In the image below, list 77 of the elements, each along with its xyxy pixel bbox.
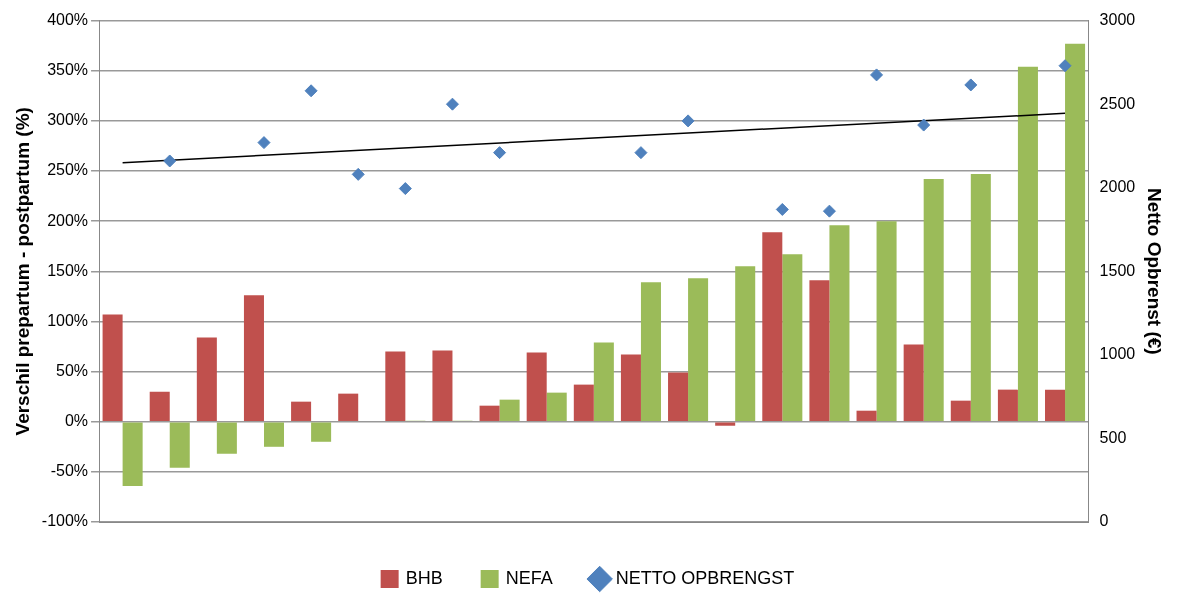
bar <box>385 351 406 421</box>
bar <box>338 393 359 421</box>
point <box>304 84 318 98</box>
bar <box>856 410 877 421</box>
y2-tick-label: 0 <box>1099 512 1109 530</box>
point <box>917 118 931 132</box>
bar <box>216 422 237 454</box>
point <box>398 182 412 196</box>
bar <box>809 280 830 421</box>
bar <box>1045 389 1066 421</box>
bar <box>829 225 850 421</box>
bar <box>526 352 547 421</box>
point <box>351 167 365 181</box>
bar <box>923 179 944 421</box>
y-tick-label: 300% <box>47 111 89 129</box>
bar <box>311 422 332 442</box>
point <box>634 146 648 160</box>
y-tick-label: 150% <box>47 261 89 279</box>
bar <box>688 278 709 421</box>
bar <box>1065 43 1086 421</box>
point <box>775 202 789 216</box>
bar <box>149 391 170 421</box>
bar <box>546 392 567 421</box>
point <box>681 114 695 128</box>
bar <box>593 342 614 421</box>
bar <box>735 266 756 421</box>
bar <box>950 400 971 421</box>
y-tick-label: 50% <box>56 361 89 379</box>
y2-tick-label: 3000 <box>1099 11 1136 29</box>
legend-label: NETTO OPBRENGST <box>615 567 795 588</box>
y2-tick-label: 1000 <box>1099 345 1136 363</box>
bar <box>640 282 661 421</box>
bar <box>169 422 190 468</box>
bar <box>997 389 1018 421</box>
bar <box>620 354 641 421</box>
bar <box>479 405 500 421</box>
bar <box>499 399 520 421</box>
y-tick-label: 250% <box>47 161 89 179</box>
bar <box>876 221 897 421</box>
y-tick-label: 400% <box>47 11 89 29</box>
bar <box>432 350 453 421</box>
bar <box>715 422 736 426</box>
bar <box>1017 66 1038 421</box>
point <box>1058 59 1072 73</box>
bar <box>102 314 123 421</box>
y-tick-label: -50% <box>50 462 89 480</box>
bar <box>668 372 689 421</box>
bar <box>196 337 217 421</box>
point <box>822 204 836 218</box>
y-tick-label: 200% <box>47 211 89 229</box>
y2-tick-label: 1500 <box>1099 261 1136 279</box>
bar <box>291 401 312 421</box>
y2-axis-title: Netto Opbrenst (€) <box>1144 187 1166 355</box>
y2-tick-label: 500 <box>1099 428 1127 446</box>
y-tick-label: 350% <box>47 61 89 79</box>
point <box>493 146 507 160</box>
bar <box>762 232 783 421</box>
bar <box>243 295 264 421</box>
point <box>870 68 884 82</box>
bar <box>263 422 284 447</box>
bar <box>122 422 143 486</box>
point <box>257 136 271 150</box>
y-axis-title: Verschil prepartum - postpartum (%) <box>11 107 33 436</box>
point <box>445 97 459 111</box>
legend-label: BHB <box>405 567 443 588</box>
y2-tick-label: 2000 <box>1099 178 1136 196</box>
point <box>964 78 978 92</box>
y2-tick-label: 2500 <box>1099 94 1136 112</box>
bar <box>970 174 991 421</box>
y-tick-label: 100% <box>47 311 89 329</box>
bar <box>903 344 924 421</box>
bar <box>573 384 594 421</box>
legend-label: NEFA <box>505 567 553 588</box>
y-tick-label: -100% <box>41 512 89 530</box>
point <box>163 154 177 168</box>
y-tick-label: 0% <box>64 412 89 430</box>
bar <box>782 254 803 421</box>
